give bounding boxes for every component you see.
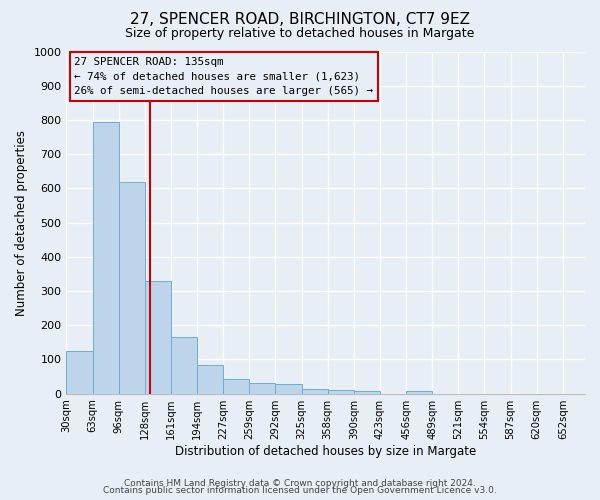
Bar xyxy=(92,122,119,394)
X-axis label: Distribution of detached houses by size in Margate: Distribution of detached houses by size … xyxy=(175,444,476,458)
Text: Contains public sector information licensed under the Open Government Licence v3: Contains public sector information licen… xyxy=(103,486,497,495)
Text: Contains HM Land Registry data © Crown copyright and database right 2024.: Contains HM Land Registry data © Crown c… xyxy=(124,478,476,488)
Bar xyxy=(171,337,197,394)
Bar xyxy=(302,388,328,394)
Bar xyxy=(223,380,250,394)
Text: Size of property relative to detached houses in Margate: Size of property relative to detached ho… xyxy=(125,28,475,40)
Text: 27 SPENCER ROAD: 135sqm
← 74% of detached houses are smaller (1,623)
26% of semi: 27 SPENCER ROAD: 135sqm ← 74% of detache… xyxy=(74,56,373,96)
Bar xyxy=(197,366,223,394)
Bar xyxy=(67,351,92,394)
Bar xyxy=(354,392,380,394)
Bar xyxy=(250,384,275,394)
Bar xyxy=(328,390,354,394)
Bar xyxy=(119,182,145,394)
Text: 27, SPENCER ROAD, BIRCHINGTON, CT7 9EZ: 27, SPENCER ROAD, BIRCHINGTON, CT7 9EZ xyxy=(130,12,470,28)
Y-axis label: Number of detached properties: Number of detached properties xyxy=(15,130,28,316)
Bar xyxy=(406,391,432,394)
Bar xyxy=(275,384,302,394)
Bar xyxy=(145,281,171,394)
